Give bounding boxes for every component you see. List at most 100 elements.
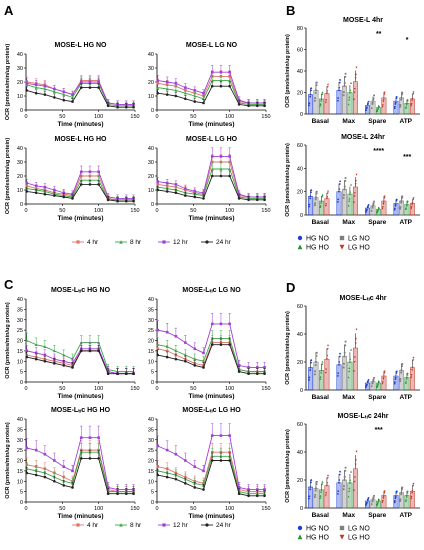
data-point [79, 80, 83, 84]
data-point [263, 198, 266, 202]
series-12-hr [25, 342, 135, 375]
y-tick-label: 25 [148, 328, 154, 334]
data-point [62, 484, 66, 487]
replicate-point [371, 499, 374, 502]
replicate-point [338, 361, 341, 363]
data-point [184, 341, 187, 344]
y-tick-label: 0 [151, 202, 154, 208]
data-point [156, 188, 160, 192]
data-point [106, 198, 110, 202]
replicate-point [372, 378, 375, 381]
x-tick-label: 50 [190, 506, 196, 512]
replicate-point [344, 179, 347, 182]
replicate-point [339, 180, 341, 183]
replicate-point [372, 97, 375, 100]
data-point [62, 93, 66, 96]
data-point [52, 90, 56, 94]
data-point [43, 87, 47, 91]
replicate-point [405, 203, 408, 206]
replicate-point [410, 495, 413, 498]
data-point [25, 190, 29, 193]
x-axis-label: Time (minutes) [57, 513, 103, 520]
data-point [263, 104, 266, 108]
data-point [34, 343, 38, 346]
replicate-point [394, 376, 397, 379]
replicate-point [406, 201, 409, 204]
replicate-point [319, 377, 322, 380]
y-tick-label: 20 [17, 80, 23, 86]
data-point [132, 199, 135, 203]
x-tick-label: 0 [155, 114, 158, 120]
replicate-point [381, 206, 384, 209]
replicate-point [353, 195, 356, 198]
replicate-point [393, 501, 396, 504]
replicate-point [327, 83, 330, 86]
chart-title: MOSE-L LG NO [186, 42, 238, 49]
replicate-point [354, 342, 357, 345]
x-axis-label: Time (minutes) [188, 215, 234, 222]
x-tick-label: 50 [59, 114, 65, 120]
data-point [43, 359, 47, 363]
legend-marker [76, 240, 80, 244]
bar [336, 364, 342, 391]
legend-marker [297, 244, 303, 250]
data-point [193, 100, 197, 103]
replicate-point [394, 495, 397, 498]
replicate-point [327, 190, 330, 193]
data-point [97, 80, 100, 84]
replicate-point [394, 101, 397, 104]
replicate-point [373, 377, 375, 379]
replicate-point [355, 66, 358, 69]
replicate-point [395, 97, 398, 100]
line-chart-A1: MOSE-L HG NO 0 10 20 30 40 0 50 100 150 Time (minu… [5, 42, 140, 128]
y-tick-label: 0 [151, 500, 154, 506]
data-point [165, 349, 169, 353]
replicate-point [354, 459, 357, 462]
data-point [53, 362, 56, 365]
y-tick-label: 0 [151, 108, 154, 114]
data-point [53, 188, 56, 192]
replicate-point [376, 385, 379, 387]
replicate-point [393, 107, 396, 110]
replicate-point [308, 379, 311, 381]
data-point [88, 183, 92, 186]
y-tick-label: 30 [17, 438, 23, 444]
replicate-point [347, 103, 350, 106]
replicate-point [327, 474, 330, 477]
category-label: ATP [399, 512, 412, 519]
data-point [43, 345, 47, 349]
replicate-point [405, 380, 408, 383]
replicate-point [308, 205, 311, 208]
y-tick-label: 35 [148, 307, 154, 313]
data-point [124, 199, 128, 203]
x-tick-label: 100 [94, 114, 103, 120]
replicate-point [309, 195, 312, 198]
data-point [228, 459, 231, 462]
replicate-point [365, 503, 368, 506]
y-axis-label: OCR (pmoles/min/ug protein) [5, 422, 11, 499]
replicate-point [405, 102, 408, 105]
data-point [53, 479, 56, 483]
replicate-point [337, 490, 340, 493]
data-point [202, 197, 205, 200]
replicate-point [395, 198, 398, 201]
y-tick-label: 20 [17, 339, 23, 345]
replicate-point [373, 94, 375, 97]
legend-marker [297, 525, 303, 531]
replicate-point [405, 498, 408, 501]
data-point [210, 322, 214, 326]
replicate-point [383, 197, 386, 199]
data-point [43, 452, 47, 456]
replicate-point [405, 204, 408, 207]
y-tick-label: 10 [148, 94, 154, 100]
data-point [71, 100, 74, 103]
data-point [116, 372, 119, 376]
y-tick-label: 35 [148, 427, 154, 433]
replicate-point [400, 491, 403, 494]
replicate-point [320, 369, 323, 372]
replicate-point [343, 476, 346, 478]
category-label: Max [342, 512, 355, 519]
replicate-point [401, 365, 403, 367]
replicate-point [315, 483, 318, 485]
replicate-point [320, 199, 323, 202]
